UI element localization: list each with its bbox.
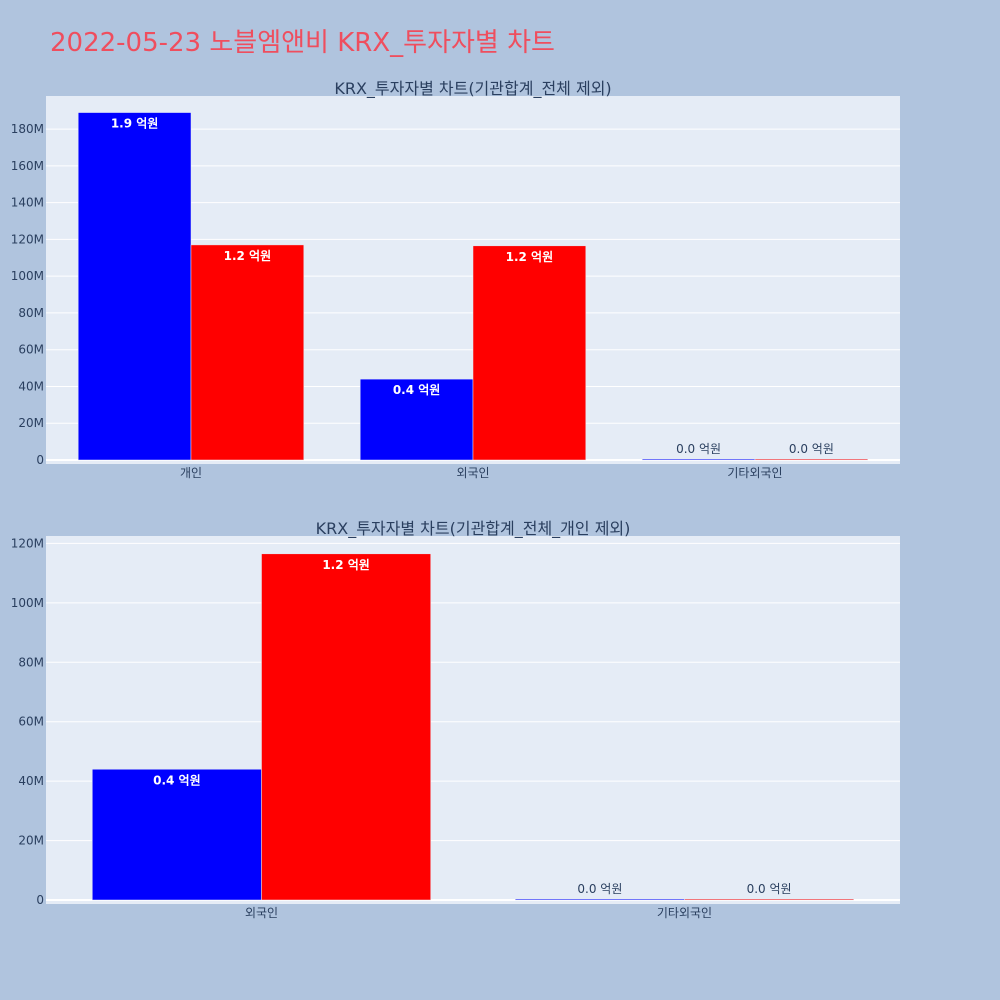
- bar: [515, 898, 685, 901]
- y-tick-label: 0: [36, 453, 44, 467]
- page-title: 2022-05-23 노블엠앤비 KRX_투자자별 차트: [50, 28, 555, 58]
- bar: [359, 378, 474, 461]
- data-label: 0.0 억원: [577, 882, 622, 896]
- data-label: 0.4 억원: [393, 383, 441, 397]
- y-tick-label: 60M: [18, 343, 44, 357]
- y-tick-label: 120M: [11, 232, 44, 246]
- data-label: 0.4 억원: [153, 773, 201, 787]
- y-tick-label: 40M: [18, 379, 44, 393]
- data-label: 0.0 억원: [747, 882, 792, 896]
- bar: [641, 458, 756, 461]
- y-tick-label: 0: [36, 893, 44, 907]
- data-label: 1.9 억원: [111, 117, 159, 131]
- chart-title: KRX_투자자별 차트(기관합계_전체_개인 제외): [316, 519, 631, 539]
- bar: [754, 458, 869, 461]
- y-tick-label: 140M: [11, 196, 44, 210]
- y-tick-label: 100M: [11, 596, 44, 610]
- bar: [261, 553, 431, 901]
- bar: [684, 898, 854, 901]
- chart-foreign-other: 0 20M 40M 60M 80M 100M 120M KRX_투자자별 차트(기관합계_전체…: [11, 519, 900, 920]
- x-tick-label: 기타외국인: [657, 906, 712, 920]
- y-tick-label: 80M: [18, 306, 44, 320]
- y-tick-label: 120M: [11, 536, 44, 550]
- bar: [77, 112, 192, 461]
- y-tick-label: 40M: [18, 774, 44, 788]
- x-tick-label: 외국인: [245, 906, 278, 920]
- y-tick-label: 20M: [18, 416, 44, 430]
- y-tick-label: 160M: [11, 159, 44, 173]
- y-tick-label: 20M: [18, 834, 44, 848]
- data-label: 0.0 억원: [676, 442, 721, 456]
- data-label: 1.2 억원: [322, 558, 370, 572]
- chart-individual-foreign-other: 0 20M 40M 60M 80M 100M 120M 140M 160M 180M KRX_투자자…: [11, 79, 900, 480]
- x-tick-label: 기타외국인: [727, 466, 782, 480]
- data-label: 1.2 억원: [506, 250, 554, 264]
- x-tick-label: 개인: [180, 466, 202, 480]
- y-tick-label: 100M: [11, 269, 44, 283]
- bar: [92, 769, 262, 901]
- bar: [472, 245, 587, 461]
- x-tick-label: 외국인: [456, 466, 489, 480]
- bar: [190, 244, 305, 461]
- data-label: 0.0 억원: [789, 442, 834, 456]
- y-tick-label: 80M: [18, 655, 44, 669]
- data-label: 1.2 억원: [224, 249, 272, 263]
- chart-title: KRX_투자자별 차트(기관합계_전체 제외): [334, 79, 611, 99]
- y-tick-label: 180M: [11, 122, 44, 136]
- y-tick-label: 60M: [18, 715, 44, 729]
